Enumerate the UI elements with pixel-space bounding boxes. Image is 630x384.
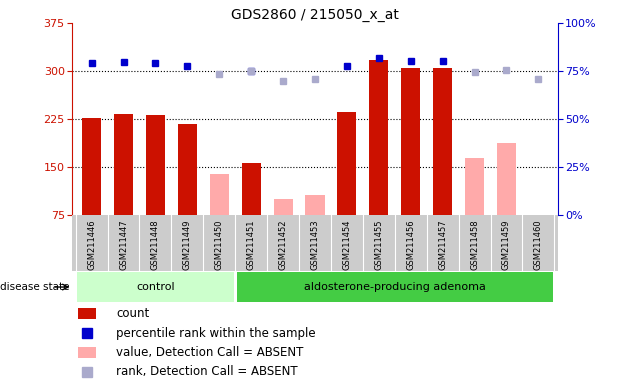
Bar [78, 347, 96, 358]
Text: percentile rank within the sample: percentile rank within the sample [116, 327, 316, 340]
Bar [497, 143, 516, 215]
Bar [237, 272, 553, 302]
Bar [241, 163, 261, 215]
Bar [465, 158, 484, 215]
Bar [273, 199, 293, 215]
Text: GSM211450: GSM211450 [215, 220, 224, 270]
Bar [82, 118, 101, 215]
Text: GSM211456: GSM211456 [406, 220, 415, 270]
Text: GSM211453: GSM211453 [311, 220, 319, 270]
Text: GSM211449: GSM211449 [183, 220, 192, 270]
Bar [401, 68, 420, 215]
Bar [178, 124, 197, 215]
Text: GSM211447: GSM211447 [119, 220, 128, 270]
Bar [114, 114, 133, 215]
Text: GSM211455: GSM211455 [374, 220, 383, 270]
Bar [78, 308, 96, 319]
Text: value, Detection Call = ABSENT: value, Detection Call = ABSENT [116, 346, 304, 359]
Text: GSM211446: GSM211446 [87, 220, 96, 270]
Text: GSM211460: GSM211460 [534, 220, 543, 270]
Bar [306, 195, 324, 215]
Text: GSM211451: GSM211451 [247, 220, 256, 270]
Bar [77, 272, 234, 302]
Bar [369, 60, 389, 215]
Text: GSM211458: GSM211458 [470, 220, 479, 270]
Bar [146, 114, 165, 215]
Text: GSM211448: GSM211448 [151, 220, 160, 270]
Text: GSM211459: GSM211459 [502, 220, 511, 270]
Text: disease state: disease state [0, 282, 69, 292]
Text: GSM211452: GSM211452 [278, 220, 287, 270]
Bar [337, 112, 357, 215]
Bar [210, 174, 229, 215]
Bar [433, 68, 452, 215]
Text: aldosterone-producing adenoma: aldosterone-producing adenoma [304, 282, 486, 292]
Text: count: count [116, 307, 149, 320]
Text: GSM211454: GSM211454 [343, 220, 352, 270]
Text: GSM211457: GSM211457 [438, 220, 447, 270]
Text: rank, Detection Call = ABSENT: rank, Detection Call = ABSENT [116, 366, 298, 378]
Text: control: control [136, 282, 175, 292]
Title: GDS2860 / 215050_x_at: GDS2860 / 215050_x_at [231, 8, 399, 22]
